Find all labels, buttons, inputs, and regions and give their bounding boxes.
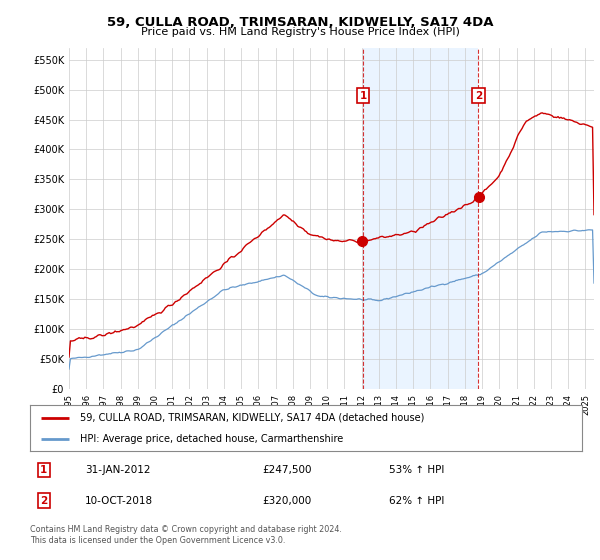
Text: 53% ↑ HPI: 53% ↑ HPI <box>389 465 444 475</box>
Text: 2: 2 <box>475 91 482 101</box>
Text: £247,500: £247,500 <box>262 465 311 475</box>
Text: 1: 1 <box>40 465 47 475</box>
Text: 59, CULLA ROAD, TRIMSARAN, KIDWELLY, SA17 4DA (detached house): 59, CULLA ROAD, TRIMSARAN, KIDWELLY, SA1… <box>80 413 424 423</box>
Bar <box>363 48 478 389</box>
Text: £320,000: £320,000 <box>262 496 311 506</box>
Text: Price paid vs. HM Land Registry's House Price Index (HPI): Price paid vs. HM Land Registry's House … <box>140 27 460 37</box>
Text: HPI: Average price, detached house, Carmarthenshire: HPI: Average price, detached house, Carm… <box>80 435 343 444</box>
Text: 62% ↑ HPI: 62% ↑ HPI <box>389 496 444 506</box>
Text: Contains HM Land Registry data © Crown copyright and database right 2024.
This d: Contains HM Land Registry data © Crown c… <box>30 525 342 545</box>
Text: 10-OCT-2018: 10-OCT-2018 <box>85 496 154 506</box>
Text: 31-JAN-2012: 31-JAN-2012 <box>85 465 151 475</box>
Text: 59, CULLA ROAD, TRIMSARAN, KIDWELLY, SA17 4DA: 59, CULLA ROAD, TRIMSARAN, KIDWELLY, SA1… <box>107 16 493 29</box>
Text: 2: 2 <box>40 496 47 506</box>
Text: 1: 1 <box>359 91 367 101</box>
